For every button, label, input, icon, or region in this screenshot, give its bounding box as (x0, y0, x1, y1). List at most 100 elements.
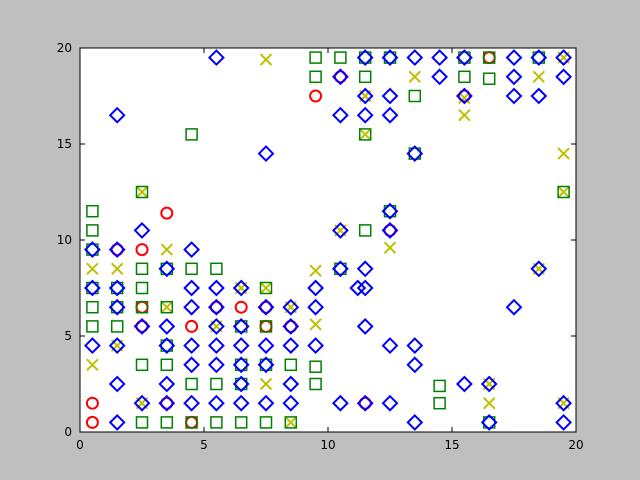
x-tick-label: 15 (444, 438, 459, 452)
marker-x-25 (160, 300, 174, 314)
marker-square-1 (86, 224, 99, 237)
marker-square-40 (309, 377, 322, 391)
marker-square-48 (383, 204, 397, 218)
marker-x-19 (557, 147, 570, 160)
marker-square-33 (259, 358, 273, 372)
marker-x-0 (86, 358, 99, 372)
marker-square-46 (358, 128, 372, 141)
marker-square-27 (234, 320, 248, 333)
marker-square-50 (408, 147, 422, 160)
marker-diamond-25 (207, 279, 225, 297)
marker-square-29 (234, 377, 248, 391)
marker-diamond-33 (232, 337, 250, 355)
marker-x-14 (458, 91, 471, 105)
marker-x-28 (259, 281, 273, 295)
marker-diamond-50 (331, 68, 349, 86)
marker-circle-13 (309, 89, 323, 103)
marker-square-28 (234, 358, 248, 372)
marker-square-22 (185, 377, 198, 391)
marker-diamond-83 (505, 87, 523, 105)
marker-diamond-67 (381, 337, 399, 355)
marker-diamond-16 (158, 375, 176, 393)
marker-diamond-36 (232, 394, 250, 412)
marker-circle-3 (135, 243, 149, 257)
marker-square-12 (135, 300, 149, 314)
marker-diamond-71 (406, 337, 424, 355)
marker-diamond-56 (356, 87, 374, 105)
marker-square-43 (358, 51, 372, 64)
marker-diamond-74 (431, 49, 449, 67)
marker-square-0 (86, 204, 99, 218)
marker-diamond-26 (207, 298, 225, 316)
marker-diamond-27 (207, 317, 225, 335)
marker-circle-1 (85, 396, 99, 410)
marker-square-41 (334, 51, 347, 64)
marker-diamond-17 (158, 394, 176, 412)
marker-diamond-92 (349, 279, 367, 297)
marker-circle-4 (160, 206, 174, 220)
marker-square-39 (309, 360, 322, 373)
marker-diamond-84 (505, 298, 523, 316)
marker-square-3 (86, 281, 99, 295)
marker-x-15 (482, 396, 496, 410)
marker-square-52 (433, 396, 446, 410)
marker-circle-10 (259, 300, 273, 314)
marker-x-2 (110, 262, 124, 276)
marker-square-57 (482, 416, 496, 429)
marker-diamond-8 (108, 375, 126, 393)
y-tick-label: 10 (57, 233, 72, 247)
marker-diamond-61 (356, 394, 374, 412)
marker-x-31 (408, 70, 422, 84)
marker-square-32 (259, 320, 273, 333)
marker-square-2 (86, 243, 99, 256)
marker-diamond-72 (406, 356, 424, 374)
marker-square-26 (210, 416, 223, 429)
marker-diamond-47 (307, 279, 325, 297)
marker-square-34 (259, 416, 273, 429)
marker-square-16 (160, 300, 174, 314)
marker-diamond-21 (183, 337, 201, 355)
marker-square-10 (135, 262, 149, 276)
x-tick-label: 20 (568, 438, 583, 452)
marker-diamond-12 (133, 394, 151, 412)
marker-diamond-30 (207, 394, 225, 412)
marker-square-58 (532, 51, 546, 64)
marker-diamond-70 (406, 145, 424, 163)
marker-diamond-62 (381, 49, 399, 67)
marker-square-11 (135, 281, 149, 295)
y-tick-label: 20 (57, 41, 72, 55)
marker-diamond-60 (356, 317, 374, 335)
marker-diamond-91 (555, 413, 573, 431)
marker-square-5 (86, 320, 99, 333)
marker-x-29 (284, 416, 298, 429)
y-tick-label: 0 (64, 425, 72, 439)
marker-square-36 (284, 416, 298, 429)
marker-square-47 (383, 51, 397, 64)
marker-diamond-32 (232, 317, 250, 335)
marker-diamond-10 (133, 221, 151, 239)
marker-diamond-82 (505, 68, 523, 86)
marker-diamond-13 (158, 260, 176, 278)
marker-diamond-90 (555, 394, 573, 412)
marker-circle-0 (85, 415, 99, 429)
marker-circle-8 (209, 300, 223, 314)
marker-diamond-42 (282, 298, 300, 316)
marker-square-35 (284, 358, 298, 372)
marker-diamond-63 (381, 87, 399, 105)
marker-diamond-1 (83, 279, 101, 297)
marker-circle-20 (160, 396, 174, 410)
marker-circle-6 (185, 319, 199, 333)
marker-diamond-5 (108, 279, 126, 297)
marker-diamond-15 (158, 337, 176, 355)
plot-area (80, 48, 576, 432)
marker-diamond-39 (257, 337, 275, 355)
marker-diamond-40 (257, 356, 275, 374)
x-tick-label: 5 (200, 438, 208, 452)
marker-x-13 (458, 108, 471, 122)
marker-square-53 (458, 51, 471, 64)
marker-square-45 (358, 224, 372, 237)
marker-diamond-9 (108, 413, 126, 431)
marker-diamond-37 (257, 145, 275, 163)
marker-x-23 (259, 377, 273, 391)
marker-x-21 (557, 185, 570, 199)
